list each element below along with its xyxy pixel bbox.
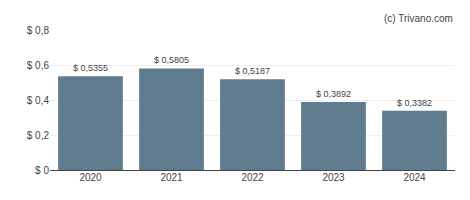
- svg-text:$ 0,8: $ 0,8: [27, 25, 50, 36]
- svg-text:$ 0,6: $ 0,6: [27, 60, 50, 71]
- svg-text:$ 0,5355: $ 0,5355: [73, 63, 108, 73]
- svg-text:$ 0: $ 0: [35, 165, 49, 176]
- svg-text:$ 0,5805: $ 0,5805: [154, 55, 189, 65]
- svg-text:$ 0,4: $ 0,4: [27, 95, 50, 106]
- svg-text:2022: 2022: [241, 172, 264, 183]
- svg-text:(c) Trivano.com: (c) Trivano.com: [384, 13, 453, 24]
- svg-text:2020: 2020: [79, 172, 102, 183]
- svg-text:$ 0,5187: $ 0,5187: [235, 66, 270, 76]
- svg-text:$ 0,2: $ 0,2: [27, 130, 50, 141]
- svg-text:$ 0,3382: $ 0,3382: [397, 98, 432, 108]
- svg-text:2024: 2024: [403, 172, 426, 183]
- svg-text:2021: 2021: [160, 172, 183, 183]
- svg-text:$ 0,3892: $ 0,3892: [316, 89, 351, 99]
- svg-text:2023: 2023: [322, 172, 345, 183]
